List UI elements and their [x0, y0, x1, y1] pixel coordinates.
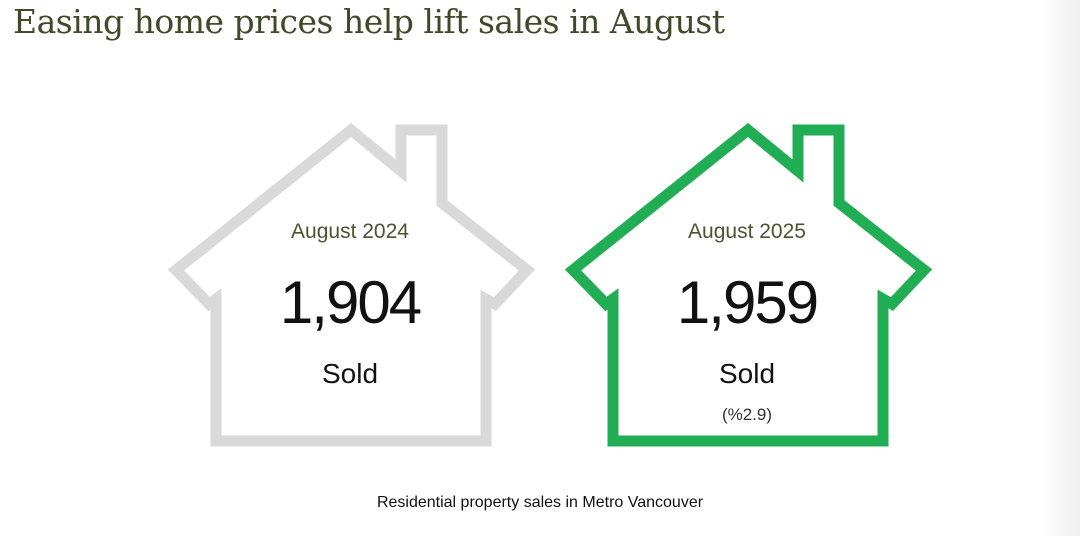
house-card-2024: August 2024 1,904 Sold	[165, 118, 535, 454]
house-outline-icon	[564, 122, 932, 447]
page-title: Easing home prices help lift sales in Au…	[13, 2, 725, 41]
change-percent: (%2.9)	[721, 405, 773, 424]
sold-label: Sold	[321, 358, 379, 389]
period-label: August 2024	[291, 220, 409, 243]
right-edge-shadow	[1040, 0, 1080, 536]
caption: Residential property sales in Metro Vanc…	[376, 494, 704, 511]
sales-count: 1,959	[676, 269, 819, 336]
period-label: August 2025	[688, 220, 806, 243]
house-card-2025: August 2025 1,959 Sold (%2.9)	[562, 118, 932, 454]
sold-label: Sold	[718, 358, 776, 389]
house-outline-icon	[167, 122, 535, 447]
sales-count: 1,904	[279, 269, 422, 336]
